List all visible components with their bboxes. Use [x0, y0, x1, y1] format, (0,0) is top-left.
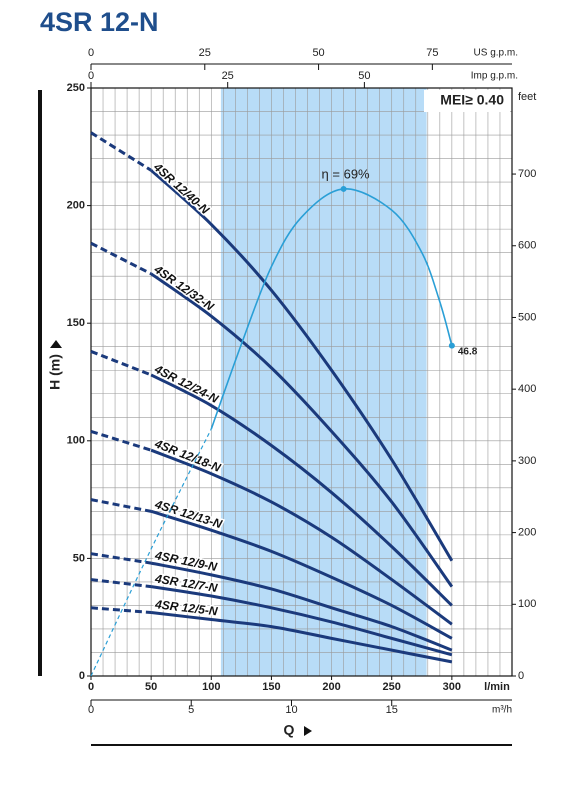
pump-curve-dashed	[90, 241, 152, 276]
secondary-tick-label: 0	[88, 70, 94, 82]
y2-tick-label: 300	[518, 455, 536, 467]
chart-title: 4SR 12-N	[40, 7, 159, 37]
pump-curve	[150, 611, 453, 664]
badge: MEI≥ 0.40	[440, 92, 504, 108]
x-label-arrow	[304, 726, 312, 736]
pump-curve-dashed	[90, 552, 152, 565]
x-tick-label: 250	[383, 681, 401, 693]
x-unit: l/min	[484, 681, 510, 693]
pump-curve-dashed	[90, 429, 152, 452]
efficiency-marker	[340, 185, 347, 192]
secondary-tick-label: 10	[285, 704, 297, 716]
x-label: Q	[284, 722, 295, 738]
x-tick-label: 150	[262, 681, 280, 693]
pump-curve-dashed	[90, 131, 152, 172]
secondary-tick-label: 25	[222, 70, 234, 82]
pump-curve	[150, 585, 453, 657]
secondary-unit: US g.p.m.	[474, 48, 518, 59]
secondary-tick-label: 50	[358, 70, 370, 82]
secondary-unit: m³/h	[492, 705, 512, 716]
efficiency-curve-dashed	[90, 428, 212, 677]
decor-bar	[38, 90, 42, 676]
pump-curve-dashed	[90, 350, 152, 377]
pump-curve-dashed	[90, 578, 152, 589]
x-tick-label: 50	[145, 681, 157, 693]
y2-label: feet	[518, 91, 536, 103]
y2-tick-label: 500	[518, 311, 536, 323]
efficiency-annotation: η = 69%	[322, 166, 371, 181]
pump-curve	[150, 448, 453, 626]
secondary-tick-label: 0	[88, 704, 94, 716]
efficiency-curve	[210, 188, 453, 430]
x-tick-label: 300	[443, 681, 461, 693]
y2-tick-label: 600	[518, 240, 536, 252]
curve-label: 4SR 12/24-N	[151, 362, 220, 407]
x-tick-label: 0	[88, 681, 94, 693]
pump-curve	[150, 272, 454, 588]
y2-tick-label: 100	[518, 598, 536, 610]
efficiency-marker	[448, 342, 455, 349]
pump-curve-dashed	[90, 498, 152, 513]
y-label: H (m)	[47, 354, 63, 390]
secondary-tick-label: 50	[312, 47, 324, 59]
secondary-tick-label: 5	[188, 704, 194, 716]
badge-box	[424, 90, 510, 112]
pump-curve	[150, 373, 453, 607]
x-tick-label: 200	[322, 681, 340, 693]
y-tick-label: 0	[79, 670, 85, 682]
x-tick-label: 100	[202, 681, 220, 693]
secondary-tick-label: 25	[199, 47, 211, 59]
y-tick-label: 50	[73, 552, 85, 564]
y2-tick-label: 700	[518, 168, 536, 180]
y-label-arrow	[50, 340, 62, 348]
y2-tick-label: 400	[518, 383, 536, 395]
pump-curve	[150, 169, 454, 562]
y2-tick-label: 200	[518, 526, 536, 538]
secondary-tick-label: 15	[386, 704, 398, 716]
y-tick-label: 100	[67, 435, 85, 447]
shaded-range	[220, 88, 427, 676]
curve-label: 4SR 12/40-N	[150, 159, 212, 217]
pump-curve-dashed	[90, 606, 152, 614]
pump-curve	[150, 561, 453, 652]
y-tick-label: 200	[67, 200, 85, 212]
pump-curve	[150, 509, 453, 640]
secondary-unit: Imp g.p.m.	[471, 71, 518, 82]
y-tick-label: 250	[67, 82, 85, 94]
efficiency-annotation: 46.8	[458, 346, 478, 357]
curve-label: 4SR 12/32-N	[151, 262, 217, 314]
y2-tick-label: 0	[518, 670, 524, 682]
secondary-tick-label: 75	[426, 47, 438, 59]
y-tick-label: 150	[67, 317, 85, 329]
secondary-tick-label: 0	[88, 47, 94, 59]
